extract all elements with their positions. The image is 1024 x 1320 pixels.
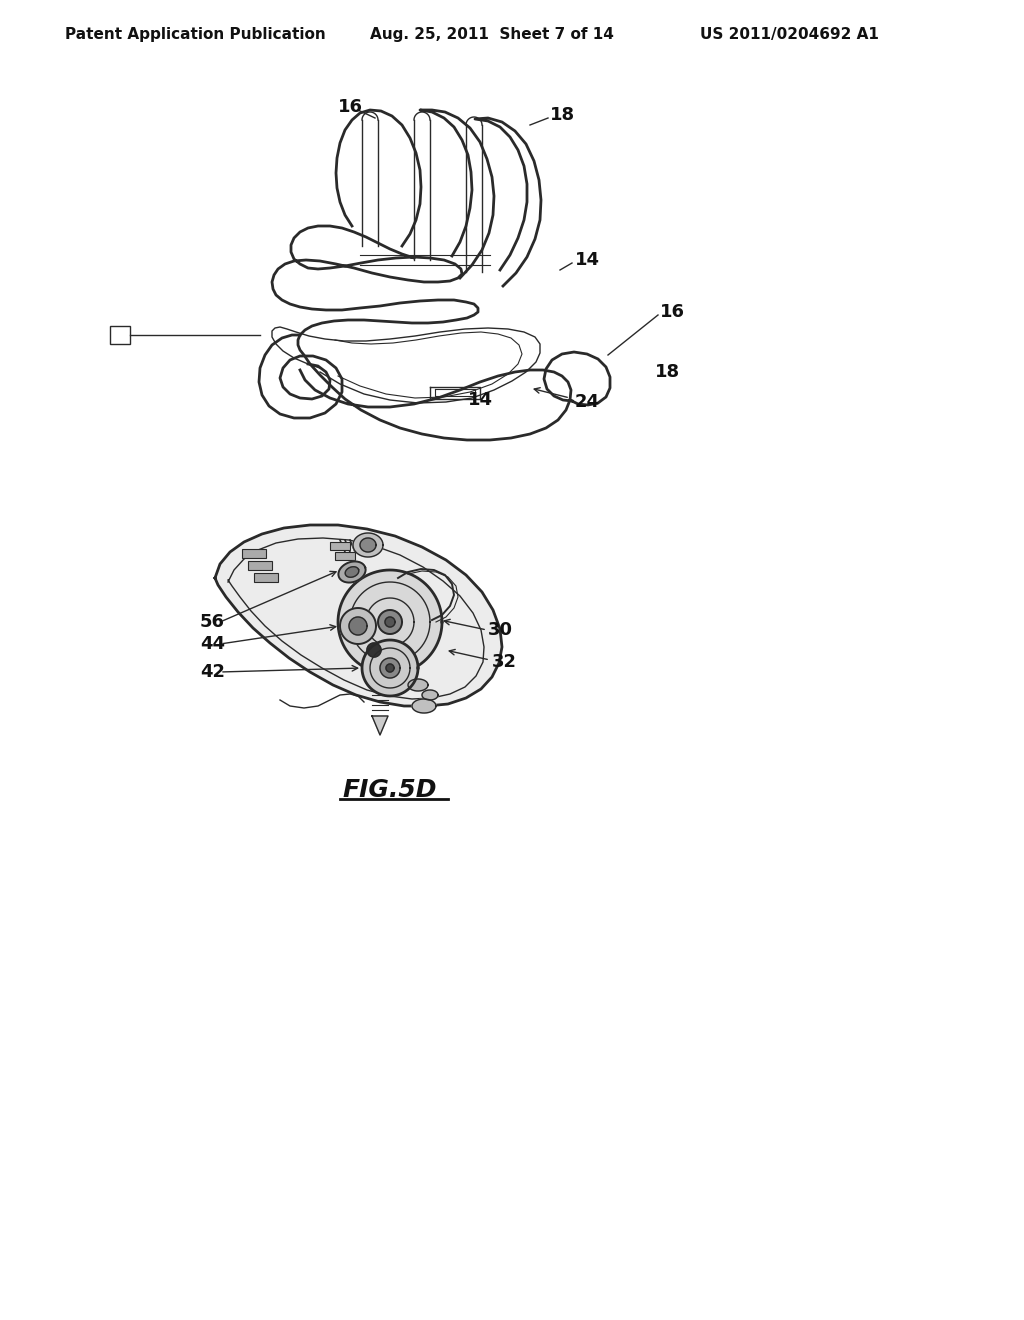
Text: 16: 16 bbox=[660, 304, 685, 321]
Text: 32: 32 bbox=[492, 653, 517, 671]
Polygon shape bbox=[422, 690, 438, 700]
Text: Aug. 25, 2011  Sheet 7 of 14: Aug. 25, 2011 Sheet 7 of 14 bbox=[370, 28, 613, 42]
Polygon shape bbox=[215, 525, 502, 706]
Text: 42: 42 bbox=[200, 663, 225, 681]
Polygon shape bbox=[386, 664, 394, 672]
Polygon shape bbox=[408, 678, 428, 690]
Text: FIG.5D: FIG.5D bbox=[342, 777, 436, 803]
Polygon shape bbox=[372, 715, 388, 735]
Polygon shape bbox=[362, 640, 418, 696]
Text: 16: 16 bbox=[338, 98, 362, 116]
Polygon shape bbox=[338, 561, 366, 582]
Polygon shape bbox=[349, 616, 367, 635]
Text: 44: 44 bbox=[200, 635, 225, 653]
Text: Patent Application Publication: Patent Application Publication bbox=[65, 28, 326, 42]
Polygon shape bbox=[338, 570, 442, 675]
Polygon shape bbox=[340, 609, 376, 644]
Polygon shape bbox=[367, 643, 381, 657]
Text: 14: 14 bbox=[575, 251, 600, 269]
Polygon shape bbox=[360, 539, 376, 552]
Polygon shape bbox=[380, 657, 400, 678]
Polygon shape bbox=[378, 610, 402, 634]
Bar bbox=[335, 552, 355, 560]
Text: 18: 18 bbox=[655, 363, 680, 381]
Polygon shape bbox=[353, 533, 383, 557]
Text: 14: 14 bbox=[468, 391, 493, 409]
Bar bbox=[242, 549, 266, 558]
Bar bbox=[110, 326, 130, 345]
Text: US 2011/0204692 A1: US 2011/0204692 A1 bbox=[700, 28, 879, 42]
Text: 30: 30 bbox=[488, 620, 513, 639]
Bar bbox=[330, 543, 350, 550]
Text: 56: 56 bbox=[200, 612, 225, 631]
Text: 24: 24 bbox=[575, 393, 600, 411]
Text: 18: 18 bbox=[550, 106, 575, 124]
Polygon shape bbox=[385, 616, 395, 627]
Polygon shape bbox=[345, 566, 358, 577]
Bar bbox=[248, 561, 272, 570]
Bar bbox=[254, 573, 278, 582]
Polygon shape bbox=[412, 700, 436, 713]
